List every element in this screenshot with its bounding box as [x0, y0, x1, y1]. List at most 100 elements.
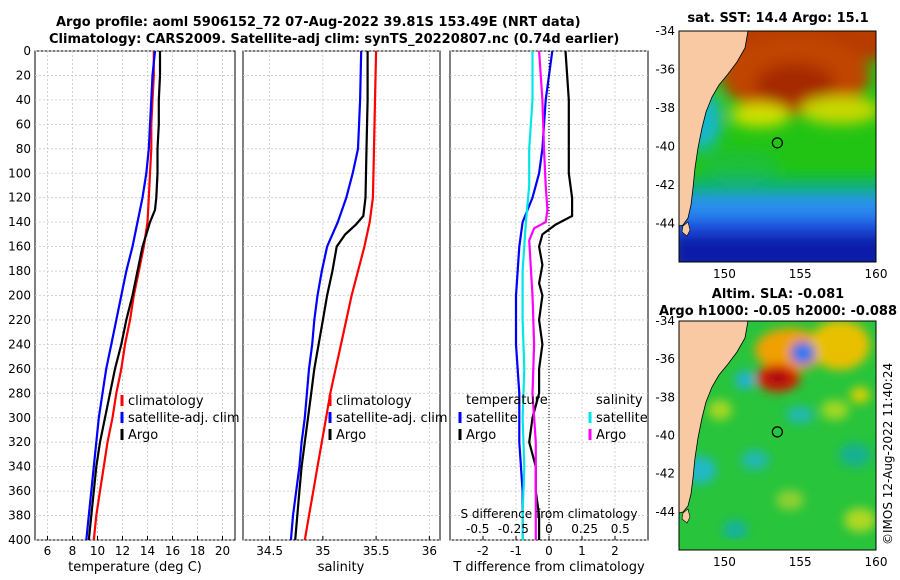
temperature-profile-xtick-label: 10 — [90, 544, 105, 558]
salinity-difference-label: S difference from climatology — [461, 507, 638, 521]
difference-profile-xtick-label: -2 — [477, 544, 489, 558]
temperature-profile-xtick-label: 8 — [69, 544, 77, 558]
sla-map-image — [679, 321, 876, 550]
temperature-profile-xtick-label: 18 — [190, 544, 205, 558]
sst-map-title: sat. SST: 14.4 Argo: 15.1 — [687, 11, 868, 26]
sla-map-lon-tick-label: 160 — [865, 555, 888, 569]
depth-tick-label: 300 — [8, 411, 31, 425]
sla-map-lon-tick-label: 150 — [713, 555, 736, 569]
legend-label: satellite — [466, 411, 518, 426]
figure-title-line-1: Argo profile: aoml 5906152_72 07-Aug-202… — [56, 15, 581, 30]
sst-map-lat-tick-label: -38 — [655, 101, 675, 115]
legend-label: climatology — [336, 394, 412, 409]
sla-map-lat-tick-label: -36 — [655, 352, 675, 366]
depth-tick-label: 80 — [16, 142, 31, 156]
salinity-profile-xtick-label: 35 — [315, 544, 330, 558]
legend-label: Argo — [128, 428, 158, 443]
depth-tick-label: 0 — [23, 44, 31, 58]
depth-tick-label: 240 — [8, 337, 31, 351]
depth-tick-label: 320 — [8, 435, 31, 449]
series-climatology-line — [92, 51, 155, 541]
sst-map-panel: sat. SST: 14.4 Argo: 15.1 150 155 160-34-3 — [655, 11, 888, 281]
sst-map-lat-tick-label: -44 — [655, 217, 675, 231]
temperature-profile-xtick-label: 6 — [44, 544, 52, 558]
sst-map-frame — [678, 30, 877, 263]
sla-map-lon-tick-label: 155 — [789, 555, 812, 569]
legend-label: satellite — [596, 411, 648, 426]
salinity-profile-xtick-label: 35.5 — [363, 544, 390, 558]
sla-map-title-1: Altim. SLA: -0.081 — [712, 287, 844, 302]
difference-profile-xtick-label: 2 — [611, 544, 619, 558]
sla-argo-marker — [771, 426, 783, 438]
sst-map-image — [679, 31, 876, 262]
sla-map-lat-tick-label: -38 — [655, 390, 675, 404]
sst-map-lon-tick-label: 155 — [789, 267, 812, 281]
sst-map-lon-tick-label: 160 — [865, 267, 888, 281]
depth-tick-label: 60 — [16, 117, 31, 131]
legend-header: temperature — [466, 393, 548, 408]
sst-map-lat-tick-label: -36 — [655, 63, 675, 77]
sst-map-lat-tick-label: -42 — [655, 178, 675, 192]
depth-tick-label: 260 — [8, 362, 31, 376]
salinity-difference-tick-label: -0.25 — [498, 522, 529, 536]
salinity-panel: 34.5 35 35.5 36 climatology satellite-adj. cl… — [242, 50, 448, 575]
sst-map-lon-tick-label: 150 — [713, 267, 736, 281]
series-climatology-line — [303, 50, 378, 541]
depth-tick-label: 40 — [16, 93, 31, 107]
figure-title-line-2: Climatology: CARS2009. Satellite-adj cli… — [49, 32, 620, 47]
temperature-profile-xtick-label: 20 — [215, 544, 230, 558]
depth-tick-label: 200 — [8, 289, 31, 303]
difference-profile-xtick-label: 0 — [545, 544, 553, 558]
salinity-profile-xtick-label: 34.5 — [256, 544, 283, 558]
legend-label: Argo — [466, 428, 496, 443]
sst-argo-marker — [771, 137, 783, 149]
depth-tick-label: 360 — [8, 484, 31, 498]
series-satellite-adj-clim-line — [85, 50, 157, 541]
salinity-profile-xtick-label: 36 — [422, 544, 437, 558]
sla-map-frame — [678, 320, 877, 551]
depth-tick-label: 380 — [8, 509, 31, 523]
depth-tick-label: 400 — [8, 533, 31, 547]
sla-map-lat-tick-label: -40 — [655, 429, 675, 443]
sla-map-title-2: Argo h1000: -0.05 h2000: -0.088 — [659, 304, 897, 319]
series-salinity-satellite-line — [521, 51, 534, 540]
legend-label: Argo — [596, 428, 626, 443]
depth-tick-label: 120 — [8, 191, 31, 205]
difference-profile-xtick-label: -1 — [510, 544, 522, 558]
sla-map-lat-tick-label: -42 — [655, 467, 675, 481]
series-argo-line — [294, 51, 369, 541]
salinity-xlabel: salinity — [318, 560, 365, 575]
legend-label: satellite-adj. clim — [336, 411, 448, 426]
sla-map-panel: Altim. SLA: -0.081 Argo h1000: -0.05 h20… — [655, 287, 897, 569]
difference-profile-xtick-label: 1 — [578, 544, 586, 558]
series-argo-line — [87, 51, 162, 541]
series-temperature-argo-line — [528, 50, 574, 540]
legend-label: Argo — [336, 428, 366, 443]
salinity-difference-tick-label: -0.5 — [466, 522, 489, 536]
depth-tick-label: 220 — [8, 313, 31, 327]
sla-map-lat-tick-label: -34 — [655, 314, 675, 328]
salinity-difference-tick-label: 0 — [545, 522, 553, 536]
temperature-xlabel: temperature (deg C) — [68, 560, 202, 575]
temperature-profile-xtick-label: 16 — [165, 544, 180, 558]
legend-header: salinity — [596, 393, 643, 408]
series-salinity-argo-line — [528, 50, 549, 540]
depth-tick-label: 340 — [8, 460, 31, 474]
legend-label: climatology — [128, 394, 204, 409]
sst-map-lat-tick-label: -34 — [655, 24, 675, 38]
depth-tick-label: 100 — [8, 166, 31, 180]
legend-label: satellite-adj. clim — [128, 411, 240, 426]
series-satellite-adj-clim-line — [289, 50, 363, 541]
depth-tick-label: 160 — [8, 240, 31, 254]
temperature-profile-xtick-label: 12 — [115, 544, 130, 558]
salinity-difference-tick-label: 0.25 — [571, 522, 598, 536]
difference-panel: -2 -1 0 1 2 -0.5 -0.25 0 0.25 0.5 temperature satel… — [449, 50, 649, 575]
temperature-panel: 6 8 10 12 14 16 18 2002040608010012014016018020… — [8, 44, 240, 575]
sst-map-lat-tick-label: -40 — [655, 140, 675, 154]
salinity-difference-tick-label: 0.5 — [611, 522, 630, 536]
difference-xlabel: T difference from climatology — [452, 560, 645, 575]
temperature-profile-xtick-label: 14 — [140, 544, 155, 558]
sla-map-lat-tick-label: -44 — [655, 505, 675, 519]
depth-tick-label: 20 — [16, 68, 31, 82]
